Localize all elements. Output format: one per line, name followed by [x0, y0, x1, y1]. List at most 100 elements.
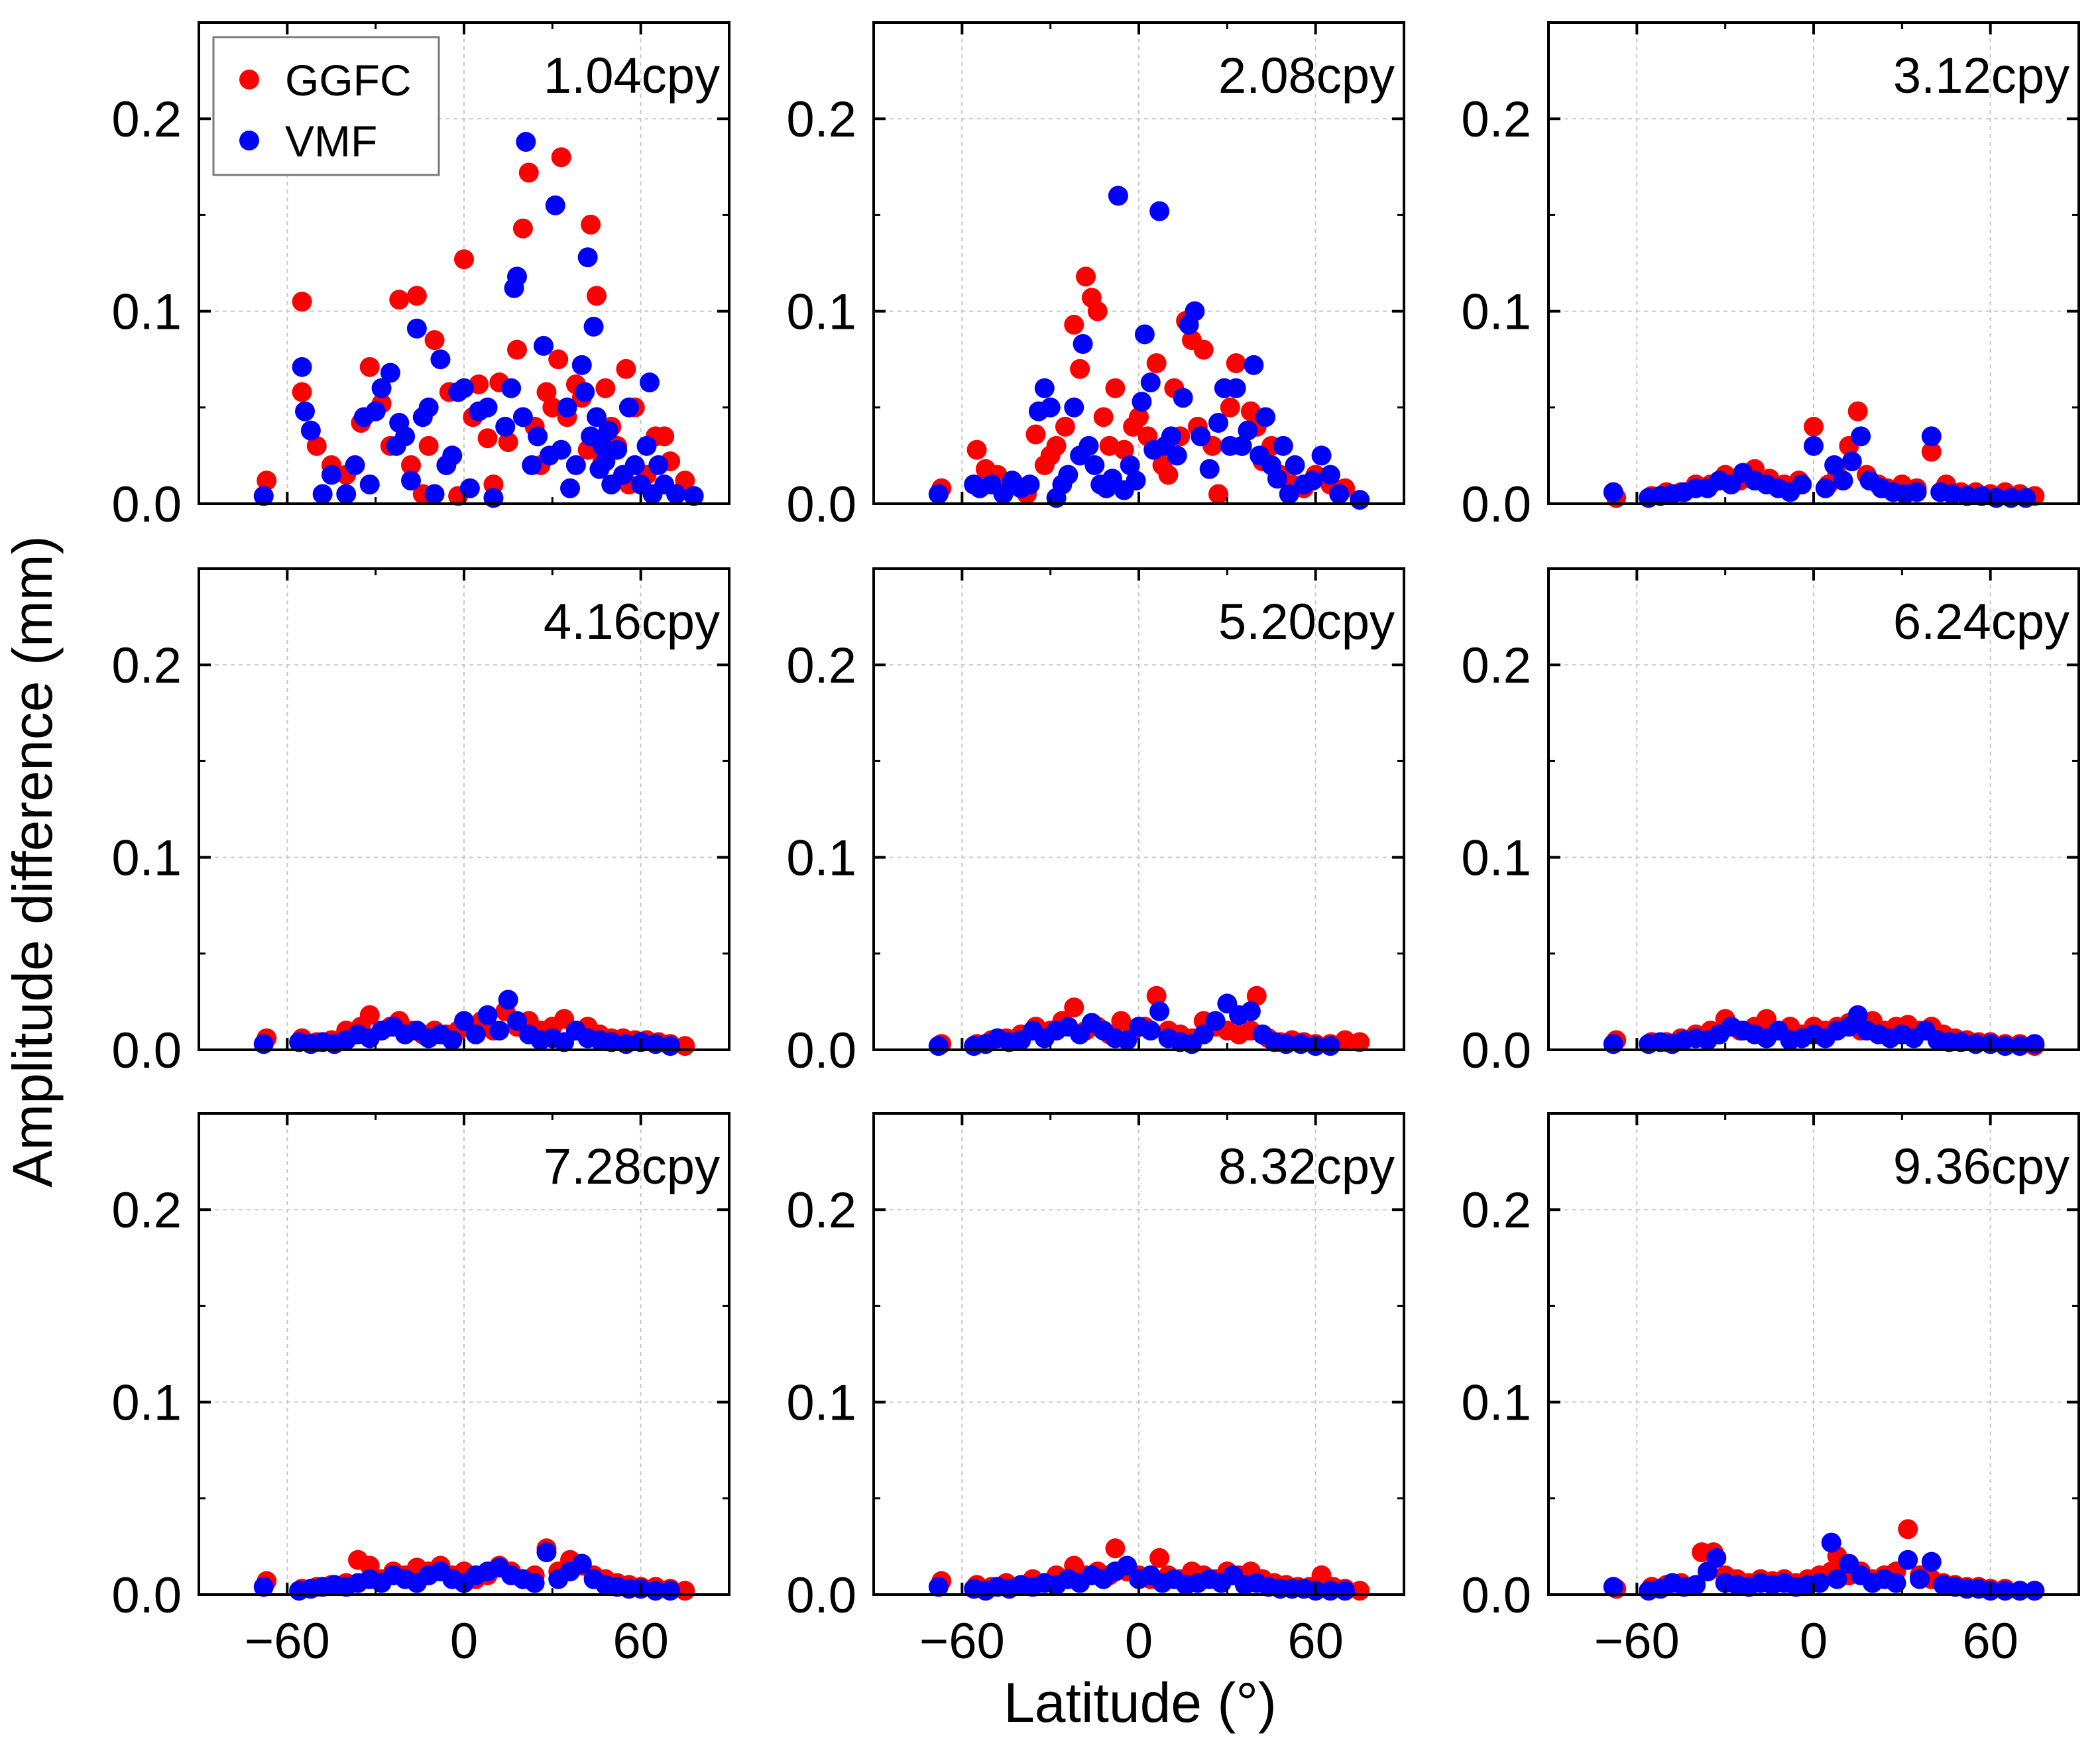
data-point: [1279, 484, 1299, 504]
x-tick-label: −60: [245, 1613, 330, 1669]
y-tick-label: 0.1: [786, 830, 856, 887]
y-tick-label: 0.1: [111, 1375, 182, 1432]
data-point: [583, 316, 604, 337]
data-point: [401, 471, 421, 491]
data-point: [395, 426, 416, 447]
legend: GGFC VMF: [212, 36, 440, 176]
data-point: [1146, 353, 1167, 374]
series-vmf: [928, 1555, 1356, 1601]
data-point: [660, 1581, 681, 1601]
data-point: [359, 357, 380, 377]
y-tick-label: 0.2: [111, 91, 182, 148]
data-point: [1105, 1538, 1126, 1559]
data-point: [424, 330, 445, 351]
data-point: [406, 318, 427, 339]
data-point: [1824, 455, 1845, 475]
data-point: [345, 455, 365, 475]
data-point: [1226, 353, 1246, 374]
data-point: [477, 428, 498, 449]
data-point: [1815, 478, 1836, 498]
data-point: [498, 432, 518, 453]
panel-7: 0.0 0.1 0.2 −60 0 60 7.28cpy: [111, 1112, 730, 1669]
panel-6: 0.0 0.1 0.2 6.24cpy: [1461, 567, 2080, 1079]
data-point: [1906, 482, 1927, 502]
y-tick-label: 0.0: [786, 1567, 856, 1624]
data-point: [928, 1577, 949, 1597]
data-point: [1193, 339, 1214, 360]
x-axis-title: Latitude (°): [1004, 1671, 1277, 1734]
data-point: [336, 484, 357, 504]
data-point: [928, 1036, 949, 1056]
data-point: [1603, 482, 1623, 502]
data-point: [1126, 471, 1146, 491]
data-point: [1921, 1551, 1942, 1572]
series-vmf: [1603, 1532, 2045, 1601]
data-point: [1173, 388, 1193, 408]
data-point: [1073, 333, 1093, 354]
data-point: [1146, 986, 1167, 1006]
data-point: [1267, 469, 1287, 489]
y-tick-label: 0.2: [111, 638, 182, 694]
y-tick-label: 0.0: [111, 477, 182, 533]
y-tick-label: 0.0: [111, 1567, 182, 1624]
data-point: [1084, 455, 1105, 475]
data-point: [1951, 1032, 1971, 1052]
data-point: [1132, 392, 1152, 412]
data-point: [424, 484, 445, 504]
data-point: [371, 378, 392, 398]
data-point: [1064, 314, 1084, 335]
data-point: [454, 378, 474, 398]
data-point: [477, 1005, 498, 1025]
data-point: [542, 397, 563, 418]
data-point: [495, 416, 516, 437]
panel-frequency-label: 3.12cpy: [1893, 48, 2070, 104]
data-point: [1320, 465, 1340, 485]
data-point: [640, 372, 660, 393]
panel-frequency-label: 4.16cpy: [544, 594, 720, 650]
data-point: [1706, 1548, 1727, 1568]
panel-1: 0.0 0.1 0.2 1.04cpy GGFC VMF: [111, 21, 730, 533]
data-point: [571, 355, 592, 375]
data-point: [300, 420, 321, 441]
data-point: [1255, 407, 1276, 427]
data-point: [1149, 201, 1170, 221]
data-point: [1076, 266, 1096, 287]
data-point: [666, 484, 686, 504]
data-point: [1833, 471, 1853, 491]
data-point: [1226, 378, 1246, 398]
y-tick-label: 0.2: [111, 1182, 182, 1239]
data-point: [1921, 441, 1942, 462]
legend-marker-vmf: [239, 131, 259, 150]
data-point: [598, 420, 618, 441]
series-vmf: [928, 186, 1370, 510]
x-tick-label: 0: [1125, 1613, 1153, 1669]
data-point: [1804, 435, 1824, 456]
legend-label-ggfc: GGFC: [285, 56, 412, 105]
data-point: [536, 1542, 557, 1563]
panel-9: 0.0 0.1 0.2 −60 0 60 9.36cpy: [1461, 1112, 2080, 1669]
data-point: [257, 471, 277, 491]
y-tick-label: 0.0: [1461, 1567, 1531, 1624]
data-point: [636, 435, 657, 456]
data-point: [1603, 1577, 1623, 1597]
x-tick-label: −60: [1594, 1613, 1680, 1669]
data-point: [1140, 1020, 1161, 1041]
data-point: [1208, 484, 1228, 504]
data-point: [1040, 397, 1061, 418]
data-point: [507, 339, 527, 360]
legend-box: [212, 36, 440, 176]
data-point: [571, 1553, 592, 1574]
y-tick-label: 0.1: [1461, 830, 1531, 887]
data-point: [512, 407, 533, 427]
series-vmf: [1603, 1005, 2045, 1056]
data-point: [365, 401, 386, 422]
data-point: [1064, 397, 1084, 418]
legend-label-vmf: VMF: [285, 117, 377, 166]
data-point: [1114, 439, 1134, 460]
data-point: [1058, 465, 1079, 485]
data-point: [1079, 435, 1099, 456]
data-point: [1273, 435, 1293, 456]
data-point: [1158, 465, 1179, 485]
data-point: [524, 1573, 545, 1593]
